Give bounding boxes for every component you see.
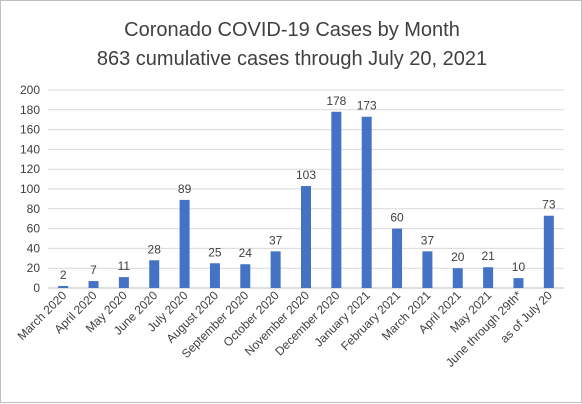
data-label: 2 — [60, 268, 67, 282]
data-label: 10 — [512, 260, 526, 274]
y-tick-label: 200 — [20, 83, 40, 97]
y-tick-label: 180 — [20, 103, 40, 117]
y-tick-label: 120 — [20, 162, 40, 176]
data-label: 21 — [481, 249, 495, 263]
data-label: 20 — [451, 250, 465, 264]
data-label: 178 — [326, 94, 346, 108]
bar — [270, 251, 281, 288]
data-label: 173 — [357, 99, 377, 113]
data-label: 28 — [148, 242, 162, 256]
bar — [422, 251, 433, 288]
bar — [301, 186, 311, 288]
bar — [543, 215, 554, 288]
bar — [179, 199, 190, 288]
bar — [58, 286, 69, 288]
y-tick-label: 0 — [33, 281, 40, 295]
y-tick-label: 40 — [27, 241, 41, 255]
data-label: 37 — [269, 233, 283, 247]
bar — [452, 268, 463, 288]
bar — [513, 278, 524, 288]
y-tick-label: 140 — [20, 142, 40, 156]
bar — [209, 263, 220, 288]
data-label: 24 — [239, 246, 253, 260]
data-label: 7 — [90, 263, 97, 277]
y-tick-label: 60 — [27, 222, 41, 236]
chart-subtitle: 863 cumulative cases through July 20, 20… — [97, 48, 487, 70]
bar — [149, 260, 160, 288]
bar — [331, 111, 342, 288]
bar — [240, 264, 251, 288]
y-tick-label: 80 — [27, 202, 41, 216]
data-label: 60 — [390, 211, 404, 225]
data-label: 73 — [542, 198, 556, 212]
bar — [88, 281, 99, 288]
bar — [392, 228, 403, 288]
data-label: 103 — [296, 168, 316, 182]
y-tick-label: 20 — [27, 261, 41, 275]
data-label: 11 — [118, 259, 131, 273]
data-label: 89 — [178, 182, 192, 196]
data-label: 37 — [421, 233, 435, 247]
data-label: 25 — [208, 245, 222, 259]
y-tick-label: 160 — [20, 123, 40, 137]
bar — [361, 116, 372, 288]
y-tick-label: 100 — [20, 182, 40, 196]
bar — [118, 277, 129, 288]
chart-title: Coronado COVID-19 Cases by Month — [124, 19, 460, 41]
bar — [483, 267, 494, 288]
